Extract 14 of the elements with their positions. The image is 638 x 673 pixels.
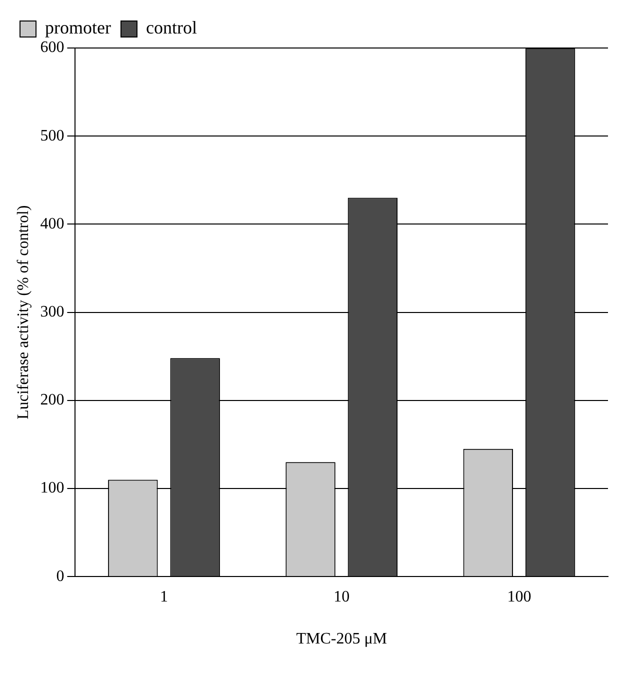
y-tick-label: 0 (56, 568, 64, 585)
x-tick-label: 10 (334, 588, 350, 606)
x-tick-label: 100 (507, 588, 532, 606)
x-axis-title: TMC-205 μM (296, 630, 388, 648)
y-tick-label: 500 (40, 127, 64, 144)
y-tick-label: 200 (40, 392, 64, 409)
y-tick-label: 100 (40, 480, 64, 497)
legend-label: promoter (45, 18, 111, 38)
y-tick-label: 600 (40, 39, 64, 56)
legend-label: control (146, 18, 197, 38)
y-tick-label: 400 (40, 215, 64, 232)
y-axis-title: Luciferase activity (% of control) (14, 205, 32, 420)
x-tick-label: 1 (160, 588, 168, 606)
y-tick-label: 300 (40, 304, 64, 321)
